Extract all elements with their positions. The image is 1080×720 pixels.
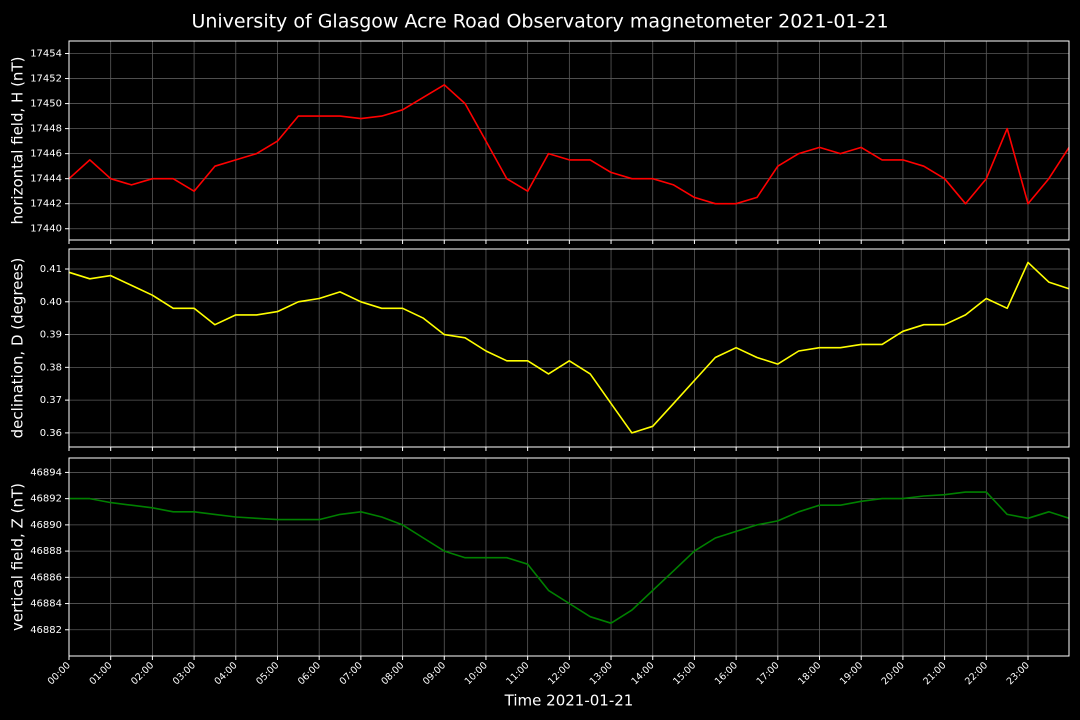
x-tick-label: 18:00 bbox=[796, 660, 823, 687]
x-tick-label: 17:00 bbox=[755, 660, 782, 687]
x-tick-label: 04:00 bbox=[213, 660, 240, 687]
x-tick-label: 23:00 bbox=[1005, 660, 1032, 687]
chart-title: University of Glasgow Acre Road Observat… bbox=[191, 11, 888, 33]
y-tick-label: 17454 bbox=[30, 49, 62, 60]
x-tick-label: 02:00 bbox=[129, 660, 156, 687]
y-tick-label: 0.39 bbox=[40, 330, 62, 341]
y-tick-label: 0.38 bbox=[40, 362, 62, 373]
y-tick-label: 17446 bbox=[30, 149, 62, 160]
y-tick-label: 0.37 bbox=[40, 395, 62, 406]
y-tick-label: 17440 bbox=[30, 224, 62, 235]
y-axis-label: horizontal field, H (nT) bbox=[9, 57, 27, 225]
x-tick-label: 01:00 bbox=[87, 660, 114, 687]
plot-frame bbox=[68, 248, 1070, 448]
y-tick-label: 46886 bbox=[30, 572, 62, 583]
y-tick-label: 17450 bbox=[30, 99, 62, 110]
x-tick-label: 03:00 bbox=[171, 660, 198, 687]
data-line bbox=[68, 261, 1070, 434]
y-tick-label: 17442 bbox=[30, 199, 62, 210]
x-tick-label: 22:00 bbox=[963, 660, 990, 687]
x-tick-label: 12:00 bbox=[546, 660, 573, 687]
y-tick-label: 46894 bbox=[30, 467, 62, 478]
x-tick-label: 11:00 bbox=[504, 660, 531, 687]
y-tick-label: 17448 bbox=[30, 124, 62, 135]
y-tick-label: 46892 bbox=[30, 494, 62, 505]
x-tick-label: 16:00 bbox=[713, 660, 740, 687]
x-tick-label: 09:00 bbox=[421, 660, 448, 687]
y-tick-label: 46884 bbox=[30, 599, 62, 610]
x-tick-label: 08:00 bbox=[379, 660, 406, 687]
y-tick-label: 0.36 bbox=[40, 428, 62, 439]
x-tick-label: 19:00 bbox=[838, 660, 865, 687]
data-line bbox=[68, 84, 1070, 205]
x-tick-label: 14:00 bbox=[629, 660, 656, 687]
y-axis-label: declination, D (degrees) bbox=[9, 258, 27, 439]
x-tick-label: 21:00 bbox=[921, 660, 948, 687]
y-tick-label: 46888 bbox=[30, 546, 62, 557]
x-tick-label: 10:00 bbox=[463, 660, 490, 687]
y-tick-label: 0.41 bbox=[40, 264, 62, 275]
x-axis-label: Time 2021-01-21 bbox=[504, 692, 634, 710]
y-tick-label: 46890 bbox=[30, 520, 62, 531]
y-tick-label: 17444 bbox=[30, 174, 62, 185]
x-tick-label: 07:00 bbox=[338, 660, 365, 687]
plot-frame bbox=[68, 457, 1070, 657]
x-tick-label: 06:00 bbox=[296, 660, 323, 687]
x-tick-label: 15:00 bbox=[671, 660, 698, 687]
x-tick-label: 13:00 bbox=[588, 660, 615, 687]
y-axis-label: vertical field, Z (nT) bbox=[9, 483, 27, 631]
plot-frame bbox=[68, 40, 1070, 241]
x-tick-label: 20:00 bbox=[880, 660, 907, 687]
y-tick-label: 17452 bbox=[30, 74, 62, 85]
x-tick-label: 00:00 bbox=[46, 660, 73, 687]
data-line bbox=[69, 491, 1070, 624]
y-tick-label: 0.40 bbox=[40, 297, 62, 308]
x-tick-label: 05:00 bbox=[254, 660, 281, 687]
y-tick-label: 46882 bbox=[30, 625, 62, 636]
